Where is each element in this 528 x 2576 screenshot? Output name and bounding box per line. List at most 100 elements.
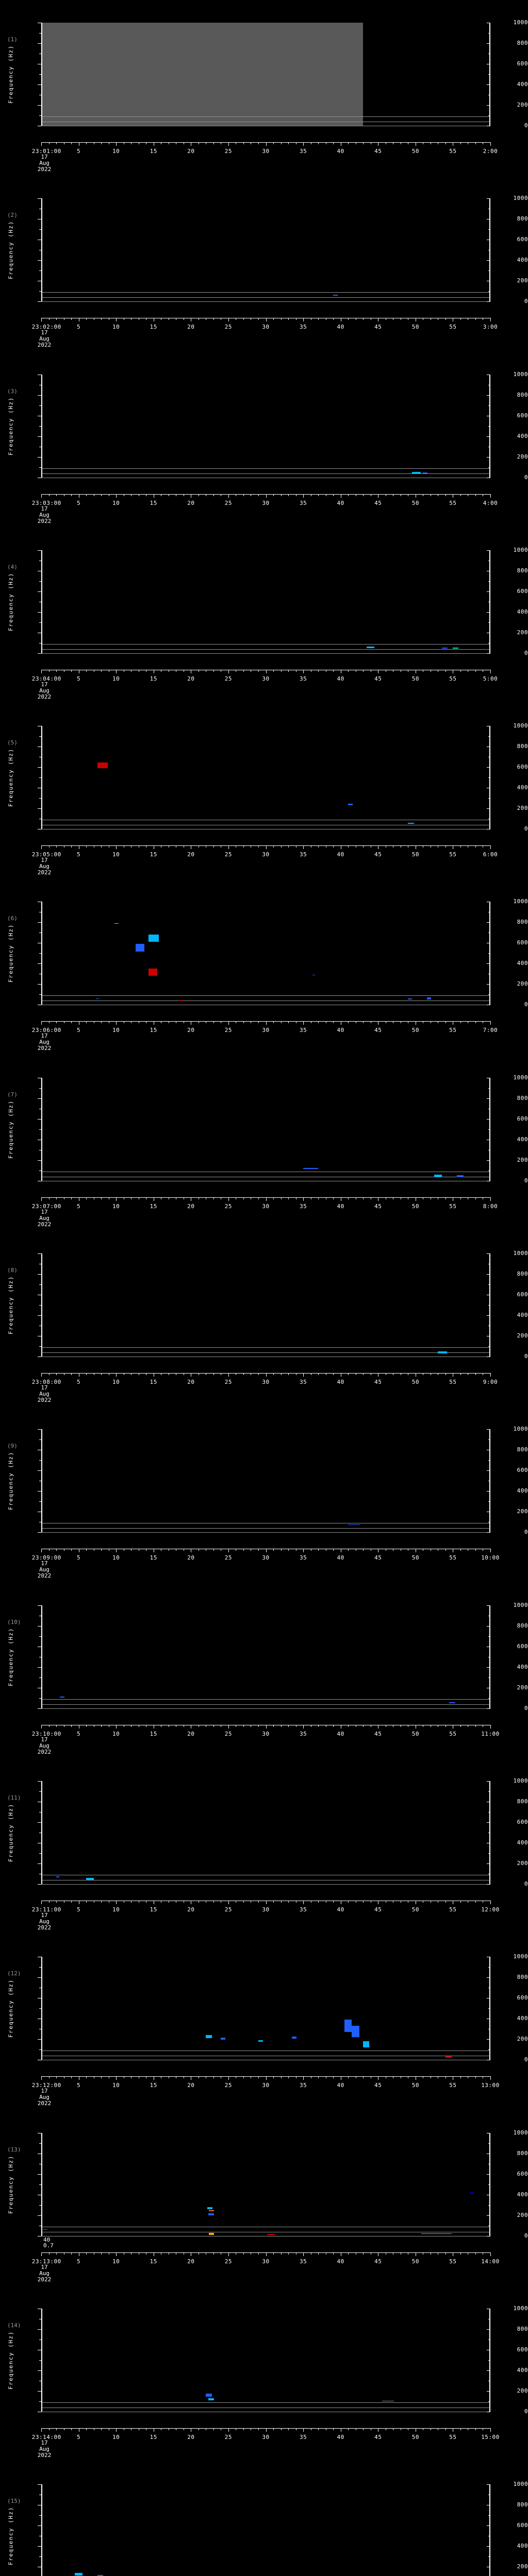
x-tick-label: 35 [299, 324, 307, 331]
reference-line-0hz [41, 653, 490, 654]
x-tick [303, 1021, 304, 1025]
y-tick-right [488, 1088, 490, 1089]
y-tick-right [487, 1118, 490, 1120]
y-tick-right [487, 1781, 490, 1782]
x-tick [266, 1021, 267, 1025]
y-tick-right [488, 1439, 490, 1440]
y-tick [39, 291, 41, 292]
x-tick-label: 55 [449, 851, 457, 858]
x-tick [348, 1021, 349, 1024]
x-tick-label: 25 [224, 1202, 233, 1210]
x-tick [56, 142, 57, 144]
x-tick [48, 1724, 50, 1727]
x-tick [71, 2076, 72, 2079]
y-tick [38, 436, 41, 437]
x-tick-label: 35 [299, 851, 307, 858]
y-tick-label: 0 [524, 122, 528, 129]
x-axis-end-label: 4:00 [483, 499, 498, 506]
x-tick [101, 2428, 102, 2430]
panel-number-label: (1) [7, 36, 18, 43]
x-tick [213, 1021, 214, 1024]
x-tick-label: 20 [187, 1202, 195, 1210]
plot-area [41, 1957, 490, 2060]
y-tick-right [487, 1253, 490, 1255]
x-tick [48, 1900, 50, 1903]
y-tick-label: 400 [517, 960, 528, 967]
x-tick [228, 2428, 229, 2432]
y-tick [39, 115, 41, 116]
x-tick [273, 1021, 274, 1024]
x-tick [490, 1549, 491, 1553]
y-tick-right [487, 1667, 490, 1668]
x-tick [116, 494, 117, 498]
y-tick-right [488, 1501, 490, 1502]
y-tick-label: 400 [517, 1839, 528, 1846]
y-tick-label: 200 [517, 1684, 528, 1691]
x-tick [288, 845, 289, 848]
x-tick-label: 5 [77, 148, 81, 155]
y-tick-label: 400 [517, 2543, 528, 2550]
y-tick-right [488, 1284, 490, 1285]
date-day: 17 [41, 2439, 48, 2446]
y-tick-label: 1000 [513, 898, 528, 905]
x-tick [273, 494, 274, 496]
x-axis-start-label: 23:13:00 [31, 2258, 61, 2265]
y-tick-label: 0 [524, 298, 528, 305]
x-tick [333, 669, 334, 672]
y-tick-right [487, 963, 490, 964]
y-tick-right [488, 953, 490, 954]
y-tick-right [487, 2174, 490, 2175]
x-axis-date-label: 17 Aug 2022 [38, 857, 52, 876]
y-tick-right [487, 550, 490, 551]
date-month: Aug [39, 335, 50, 343]
y-tick-label: 0 [524, 1529, 528, 1536]
x-tick [333, 2252, 334, 2255]
reference-line-40hz [41, 1704, 490, 1705]
y-tick-label: 800 [517, 743, 528, 750]
panel-1: 0 200 400 600 800 1000 Frequency (Hz) (1) 23:01:… [0, 0, 528, 176]
x-tick [280, 1373, 282, 1376]
x-tick [303, 1373, 304, 1377]
x-tick [48, 2252, 50, 2255]
x-tick [460, 1724, 461, 1727]
x-tick [280, 1900, 282, 1903]
x-tick [266, 318, 267, 322]
x-tick [258, 2252, 259, 2255]
x-tick-label: 5 [77, 2433, 81, 2441]
x-tick [363, 2252, 364, 2255]
y-tick [38, 198, 41, 199]
x-tick-label: 50 [411, 1554, 419, 1562]
y-tick-right [487, 1429, 490, 1430]
reference-line-0hz [41, 1532, 490, 1533]
x-tick-label: 15 [150, 1906, 157, 1913]
x-tick [460, 845, 461, 848]
detection-trace [333, 295, 338, 296]
x-tick [475, 1724, 476, 1727]
y-tick [39, 798, 41, 799]
y-tick-right [487, 922, 490, 923]
x-tick [303, 1724, 304, 1728]
x-axis-start-label: 23:01:00 [31, 148, 61, 155]
y-tick-label: 200 [517, 2036, 528, 2043]
y-axis-left-spine [41, 1429, 42, 1533]
x-tick [363, 1549, 364, 1551]
detection-trace [438, 1351, 447, 1354]
x-tick [363, 1021, 364, 1024]
y-tick [39, 953, 41, 954]
y-tick-label: 600 [517, 1115, 528, 1122]
x-tick [475, 142, 476, 144]
x-tick [490, 1021, 491, 1025]
x-tick [213, 494, 214, 496]
y-axis-left-spine [41, 1957, 42, 2060]
date-day: 17 [41, 2088, 48, 2095]
y-tick-right [487, 808, 490, 809]
x-tick-label: 10 [112, 1379, 120, 1386]
y-tick-label: 1000 [513, 2129, 528, 2136]
x-tick [116, 669, 117, 673]
x-tick [348, 2428, 349, 2430]
x-tick [460, 2076, 461, 2079]
x-tick [258, 318, 259, 320]
x-tick [228, 1021, 229, 1025]
x-tick-label: 35 [299, 1202, 307, 1210]
x-tick [266, 2076, 267, 2080]
